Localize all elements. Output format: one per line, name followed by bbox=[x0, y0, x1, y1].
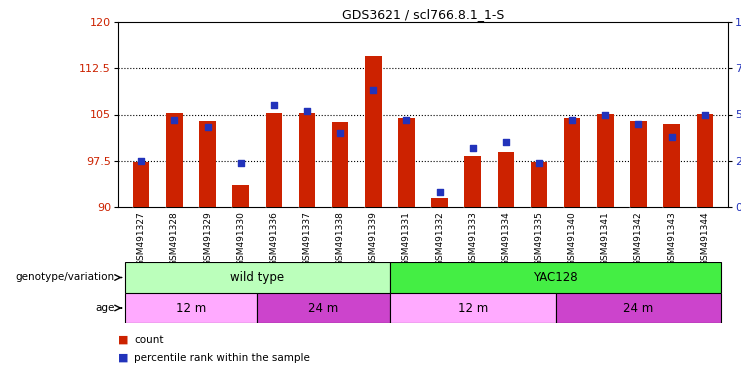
Bar bbox=[431, 198, 448, 207]
Bar bbox=[133, 162, 150, 207]
Bar bbox=[365, 56, 382, 207]
Bar bbox=[531, 162, 548, 207]
Bar bbox=[199, 121, 216, 207]
Point bbox=[500, 139, 512, 145]
Point bbox=[168, 117, 180, 123]
Point bbox=[235, 159, 247, 166]
Text: GSM491344: GSM491344 bbox=[700, 212, 709, 266]
Text: GSM491336: GSM491336 bbox=[269, 212, 279, 266]
Text: GSM491341: GSM491341 bbox=[601, 212, 610, 266]
Text: genotype/variation: genotype/variation bbox=[15, 273, 114, 283]
Bar bbox=[124, 262, 390, 293]
Text: GSM491329: GSM491329 bbox=[203, 212, 212, 266]
Point bbox=[433, 189, 445, 195]
Bar bbox=[398, 118, 415, 207]
Bar bbox=[332, 122, 348, 207]
Point bbox=[566, 117, 578, 123]
Point bbox=[202, 124, 213, 131]
Bar bbox=[390, 262, 722, 293]
Bar bbox=[498, 152, 514, 207]
Text: 24 m: 24 m bbox=[308, 301, 339, 314]
Text: 12 m: 12 m bbox=[458, 301, 488, 314]
Point bbox=[533, 159, 545, 166]
Point bbox=[467, 145, 479, 151]
Text: 12 m: 12 m bbox=[176, 301, 206, 314]
Bar bbox=[299, 113, 315, 207]
Bar bbox=[390, 293, 556, 323]
Text: GSM491338: GSM491338 bbox=[336, 212, 345, 266]
Text: GSM491332: GSM491332 bbox=[435, 212, 444, 266]
Bar bbox=[233, 185, 249, 207]
Text: GSM491342: GSM491342 bbox=[634, 212, 643, 266]
Point bbox=[301, 108, 313, 114]
Text: GSM491333: GSM491333 bbox=[468, 212, 477, 266]
Bar bbox=[697, 114, 713, 207]
Bar bbox=[630, 121, 647, 207]
Bar bbox=[597, 114, 614, 207]
Bar bbox=[257, 293, 390, 323]
Point bbox=[633, 121, 645, 127]
Text: GSM491339: GSM491339 bbox=[369, 212, 378, 266]
Text: 24 m: 24 m bbox=[623, 301, 654, 314]
Point bbox=[665, 134, 677, 140]
Bar bbox=[564, 118, 580, 207]
Text: YAC128: YAC128 bbox=[534, 271, 578, 284]
Bar bbox=[663, 124, 680, 207]
Point bbox=[334, 130, 346, 136]
Bar bbox=[556, 293, 722, 323]
Text: count: count bbox=[134, 335, 164, 345]
Text: age: age bbox=[95, 303, 114, 313]
Text: GSM491328: GSM491328 bbox=[170, 212, 179, 266]
Text: ■: ■ bbox=[118, 335, 128, 345]
Text: percentile rank within the sample: percentile rank within the sample bbox=[134, 353, 310, 363]
Point bbox=[400, 117, 412, 123]
Text: GSM491330: GSM491330 bbox=[236, 212, 245, 266]
Text: GSM491331: GSM491331 bbox=[402, 212, 411, 266]
Bar bbox=[265, 113, 282, 207]
Point bbox=[699, 111, 711, 118]
Point bbox=[268, 102, 280, 108]
Bar bbox=[124, 293, 257, 323]
Point bbox=[136, 158, 147, 164]
Text: ■: ■ bbox=[118, 353, 128, 363]
Text: GSM491343: GSM491343 bbox=[667, 212, 676, 266]
Text: wild type: wild type bbox=[230, 271, 285, 284]
Text: GSM491340: GSM491340 bbox=[568, 212, 576, 266]
Bar bbox=[166, 113, 182, 207]
Bar bbox=[465, 156, 481, 207]
Text: GSM491337: GSM491337 bbox=[302, 212, 311, 266]
Title: GDS3621 / scl766.8.1_1-S: GDS3621 / scl766.8.1_1-S bbox=[342, 8, 504, 21]
Text: GSM491335: GSM491335 bbox=[534, 212, 544, 266]
Text: GSM491327: GSM491327 bbox=[136, 212, 146, 266]
Text: GSM491334: GSM491334 bbox=[502, 212, 511, 266]
Point bbox=[599, 111, 611, 118]
Point bbox=[368, 88, 379, 94]
